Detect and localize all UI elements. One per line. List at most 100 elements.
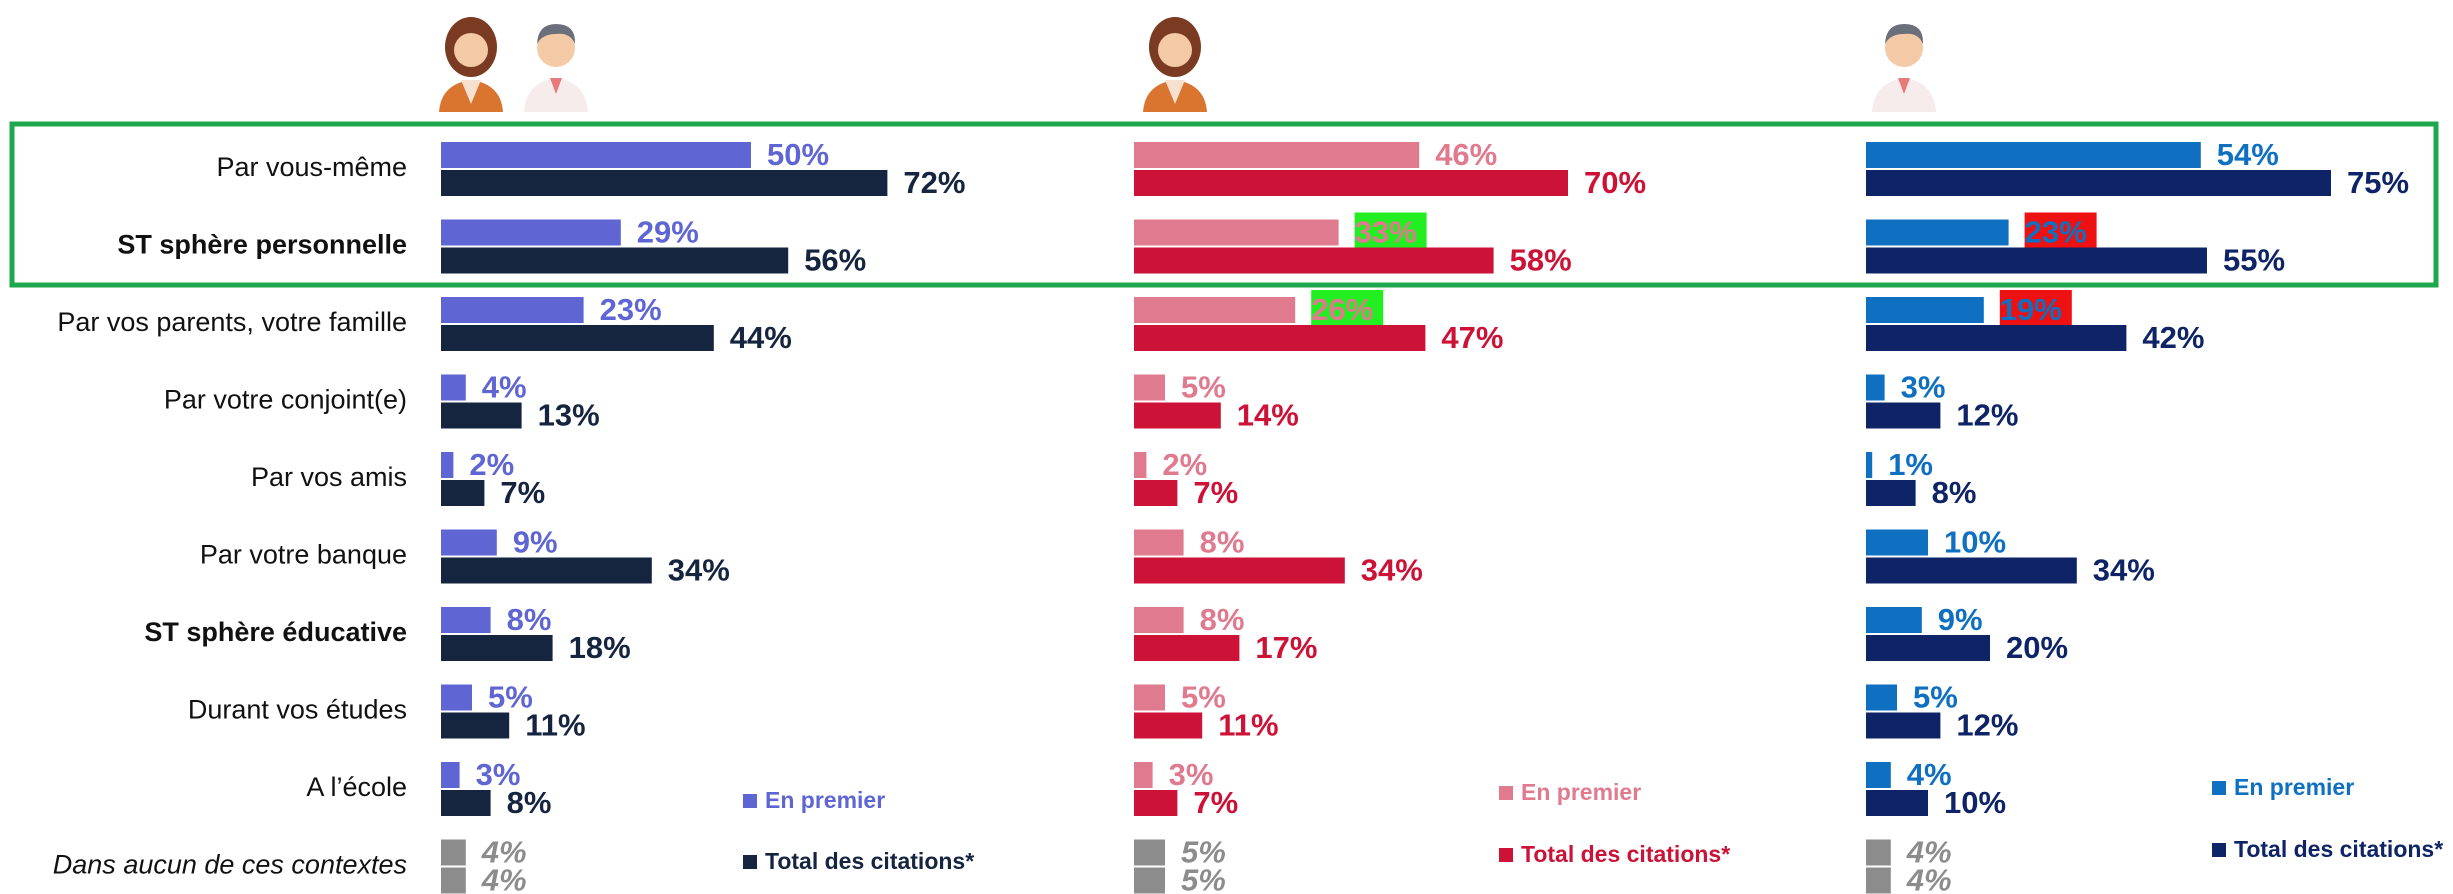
value-label: 19% <box>2000 292 2062 327</box>
category-label: Par vos amis <box>251 462 407 492</box>
legend-swatch <box>1499 848 1513 862</box>
value-label: 23% <box>2025 215 2087 250</box>
value-label: 1% <box>1888 447 1933 482</box>
value-label: 58% <box>1510 243 1572 278</box>
value-label: 47% <box>1441 320 1503 355</box>
icon-man <box>524 24 588 112</box>
bar <box>1866 403 1940 429</box>
bar <box>441 685 472 711</box>
bar <box>441 868 466 894</box>
bar <box>1134 452 1146 478</box>
bar <box>1866 325 2126 351</box>
bar <box>441 790 491 816</box>
bar <box>1134 325 1425 351</box>
bar <box>1134 142 1419 168</box>
value-label: 8% <box>507 785 552 820</box>
value-label: 10% <box>1944 785 2006 820</box>
bar <box>441 170 887 196</box>
value-label: 20% <box>2006 630 2068 665</box>
value-label: 4% <box>481 863 527 894</box>
category-label: Durant vos études <box>188 695 407 725</box>
value-label: 55% <box>2223 243 2285 278</box>
bar <box>1866 480 1916 506</box>
bar <box>441 297 584 323</box>
bar <box>441 480 484 506</box>
bar <box>441 635 553 661</box>
bar <box>1866 220 2009 246</box>
legend-label: Total des citations* <box>765 848 974 874</box>
category-label: Dans aucun de ces contextes <box>53 850 407 880</box>
bar <box>441 558 652 584</box>
bar <box>441 142 751 168</box>
icon-woman <box>1143 17 1207 112</box>
bar <box>441 248 788 274</box>
bar <box>1134 480 1177 506</box>
value-label: 9% <box>513 525 558 560</box>
value-label: 8% <box>1200 602 1245 637</box>
bar <box>1866 868 1891 894</box>
bar <box>1134 375 1165 401</box>
value-label: 17% <box>1255 630 1317 665</box>
value-label: 75% <box>2347 165 2409 200</box>
chart: Par vous-même ST sphère personnelle Par vo… <box>0 0 2453 894</box>
value-label: 33% <box>1355 215 1417 250</box>
value-label: 13% <box>538 398 600 433</box>
category-label: ST sphère personnelle <box>117 230 407 260</box>
value-label: 34% <box>668 553 730 588</box>
value-label: 8% <box>1200 525 1245 560</box>
value-label: 26% <box>1311 292 1373 327</box>
bar <box>1134 297 1295 323</box>
bar <box>441 452 453 478</box>
bar <box>1134 170 1568 196</box>
value-label: 11% <box>525 708 585 743</box>
bar <box>1134 248 1494 274</box>
value-label: 4% <box>482 370 527 405</box>
bar <box>1866 685 1897 711</box>
bar <box>441 840 466 866</box>
value-label: 7% <box>500 475 545 510</box>
bar <box>1866 558 2077 584</box>
bar <box>441 403 522 429</box>
bar <box>1134 713 1202 739</box>
bar <box>1866 142 2201 168</box>
bar <box>1134 558 1345 584</box>
bar <box>1134 868 1165 894</box>
value-label: 34% <box>2093 553 2155 588</box>
legend-label: En premier <box>2234 774 2354 800</box>
value-label: 11% <box>1218 708 1278 743</box>
value-label: 70% <box>1584 165 1646 200</box>
category-label: Par vous-même <box>216 152 407 182</box>
value-label: 72% <box>903 165 965 200</box>
value-label: 50% <box>767 137 829 172</box>
bar <box>1134 840 1165 866</box>
bar <box>1134 220 1339 246</box>
bar <box>1134 607 1184 633</box>
category-label: A l’école <box>306 772 407 802</box>
legend-label: En premier <box>765 787 885 813</box>
legend-label: Total des citations* <box>2234 836 2443 862</box>
bar <box>441 762 460 788</box>
value-label: 29% <box>637 215 699 250</box>
bar <box>1866 375 1885 401</box>
bar <box>441 375 466 401</box>
bar <box>1866 170 2331 196</box>
bar <box>1866 297 1984 323</box>
category-label: ST sphère éducative <box>144 617 407 647</box>
bar <box>1866 790 1928 816</box>
legend-label: Total des citations* <box>1521 841 1730 867</box>
value-label: 10% <box>1944 525 2006 560</box>
bar <box>1134 635 1239 661</box>
legend-swatch <box>743 855 757 869</box>
bar <box>441 530 497 556</box>
bar <box>441 220 621 246</box>
value-label: 5% <box>1913 680 1958 715</box>
value-label: 56% <box>804 243 866 278</box>
value-label: 12% <box>1956 398 2018 433</box>
value-label: 7% <box>1193 475 1238 510</box>
bar <box>1866 452 1872 478</box>
value-label: 12% <box>1956 708 2018 743</box>
value-label: 3% <box>1901 370 1946 405</box>
value-label: 8% <box>1932 475 1977 510</box>
bar <box>441 325 714 351</box>
value-label: 5% <box>1181 863 1226 894</box>
